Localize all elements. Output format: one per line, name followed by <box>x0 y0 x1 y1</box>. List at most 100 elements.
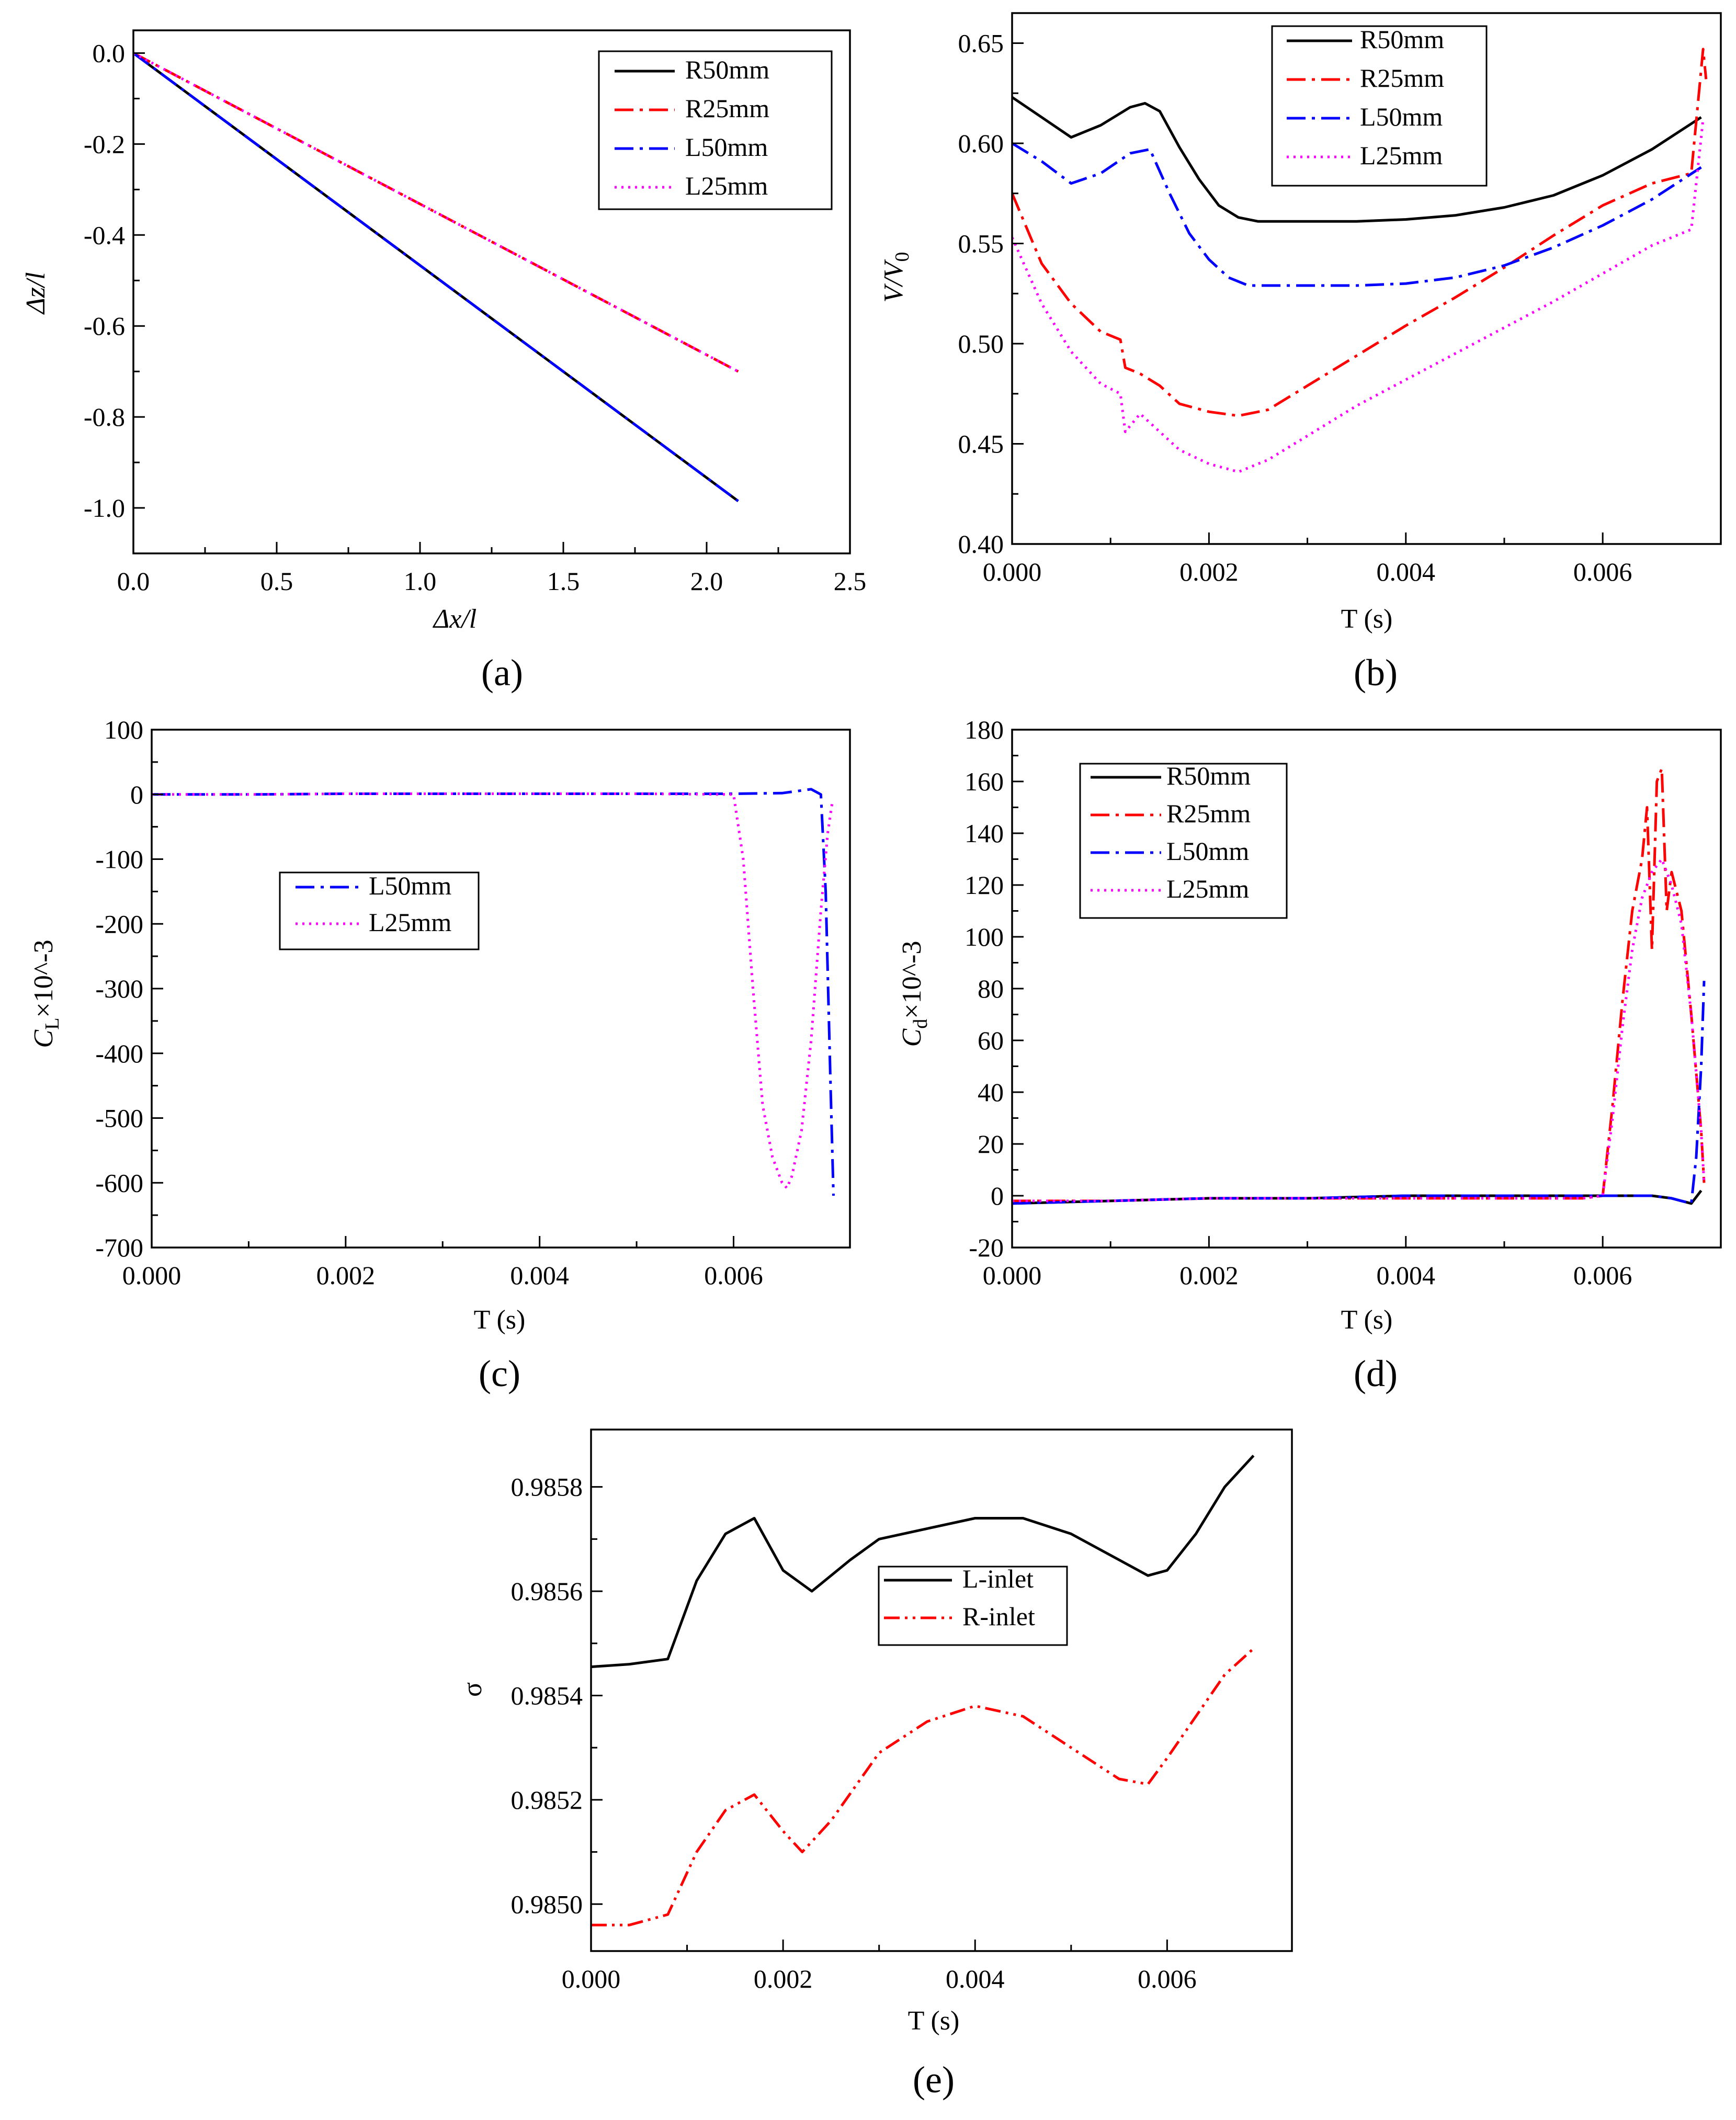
y-tick-label: 160 <box>965 767 1004 796</box>
legend: R50mm R25mm L50mm L25mm <box>1272 25 1487 186</box>
panel-label: (a) <box>481 652 523 694</box>
x-tick-label: 0.004 <box>946 1964 1005 1993</box>
y-tick-label: -500 <box>95 1104 143 1133</box>
x-tick-label: 2.5 <box>834 566 867 596</box>
y-tick-label: 0.9858 <box>511 1472 583 1502</box>
x-tick-label: 0.006 <box>1138 1964 1197 1993</box>
x-tick-label: 0.004 <box>1377 1261 1436 1290</box>
chart-panel-c: 0.000 0.002 0.004 0.006 100 0 -100 -200 -300 -400… <box>29 715 850 1395</box>
y-tick-label: 20 <box>978 1129 1004 1159</box>
legend-label-l50mm: L50mm <box>369 871 451 900</box>
panel-label: (c) <box>479 1353 520 1395</box>
y-tick-label: 0 <box>130 780 143 809</box>
x-tick-label: 0.004 <box>1377 557 1436 586</box>
x-tick-label: 0.002 <box>1179 557 1239 586</box>
y-tick-label: 0.9850 <box>511 1889 583 1919</box>
y-axis-label: CL×10^-3 <box>29 940 63 1048</box>
y-axis-label: V/V0 <box>879 252 913 303</box>
y-tick-label: 60 <box>978 1026 1004 1055</box>
series-line-r-inlet <box>591 1649 1254 1925</box>
x-axis-label: T (s) <box>1341 1305 1393 1335</box>
legend-label-l-inlet: L-inlet <box>962 1564 1034 1593</box>
x-tick-label: 0.000 <box>122 1261 181 1290</box>
legend-label-l50mm: L50mm <box>685 132 768 162</box>
y-tick-label: 0.45 <box>958 429 1004 458</box>
x-axis-label: T (s) <box>474 1305 526 1335</box>
x-tick-label: 0.002 <box>754 1964 813 1993</box>
y-axis-label: Δz/l <box>21 272 51 315</box>
y-tick-label: -0.4 <box>84 220 125 250</box>
x-axis-label: T (s) <box>908 2006 960 2036</box>
x-tick-label: 1.5 <box>547 566 580 596</box>
x-tick-label: 0.006 <box>1573 1261 1632 1290</box>
series-line-l50mm <box>152 789 834 1196</box>
y-tick-label: -100 <box>95 845 143 874</box>
y-tick-label: -700 <box>95 1233 143 1262</box>
x-tick-label: 2.0 <box>690 566 723 596</box>
chart-panel-b: 0.000 0.002 0.004 0.006 0.40 0.45 0.50 0.55 0.60… <box>879 13 1721 694</box>
chart-panel-e: 0.000 0.002 0.004 0.006 0.9850 0.9852 0.9854 0.… <box>458 1430 1292 2101</box>
x-tick-label: 0.004 <box>510 1261 569 1290</box>
legend: L-inlet R-inlet <box>879 1564 1067 1645</box>
series-line-l25mm <box>152 794 833 1188</box>
panel-label: (b) <box>1354 652 1398 694</box>
x-tick-label: 0.006 <box>1573 557 1632 586</box>
x-tick-label: 0.000 <box>983 1261 1042 1290</box>
panel-label: (e) <box>913 2059 955 2101</box>
y-tick-label: 40 <box>978 1078 1004 1107</box>
y-tick-label: 180 <box>965 715 1004 744</box>
y-tick-label: -20 <box>969 1233 1004 1262</box>
legend-label-r25mm: R25mm <box>1360 63 1444 93</box>
y-axis-label: σ <box>458 1682 487 1697</box>
x-tick-label: 1.0 <box>404 566 437 596</box>
legend-label-l50mm: L50mm <box>1166 836 1249 866</box>
x-axis-label: T (s) <box>1341 604 1393 634</box>
y-tick-label: 0.55 <box>958 229 1004 258</box>
y-tick-label: 0.9852 <box>511 1785 583 1815</box>
y-tick-label: -1.0 <box>84 493 125 523</box>
y-tick-label: -0.8 <box>84 402 125 432</box>
y-tick-label: 120 <box>965 870 1004 900</box>
y-tick-label: 0 <box>991 1181 1004 1210</box>
y-tick-label: 0.0 <box>93 38 126 67</box>
legend-label-l25mm: L25mm <box>369 908 451 937</box>
x-tick-label: 0.0 <box>117 566 150 596</box>
legend-label-r50mm: R50mm <box>1360 25 1444 54</box>
chart-panel-d: 0.000 0.002 0.004 0.006 -20 0 20 40 60 80 100 120 14… <box>897 715 1721 1395</box>
y-tick-label: 0.9854 <box>511 1681 583 1710</box>
y-tick-label: 140 <box>965 819 1004 848</box>
y-tick-label: 100 <box>965 922 1004 951</box>
legend-label-r50mm: R50mm <box>1166 761 1251 790</box>
y-tick-label: 0.65 <box>958 28 1004 58</box>
plot-frame <box>591 1430 1292 1951</box>
x-tick-label: 0.5 <box>260 566 293 596</box>
legend-label-r-inlet: R-inlet <box>962 1602 1035 1631</box>
legend: L50mm L25mm <box>280 871 479 949</box>
y-tick-label: -600 <box>95 1168 143 1197</box>
x-tick-label: 0.002 <box>1179 1261 1239 1290</box>
y-tick-label: 0.40 <box>958 529 1004 559</box>
y-tick-label: 100 <box>104 715 143 744</box>
legend-label-l25mm: L25mm <box>685 171 768 200</box>
y-tick-label: -0.2 <box>84 129 125 158</box>
x-tick-label: 0.006 <box>704 1261 763 1290</box>
series-line-l50mm <box>1012 981 1704 1204</box>
legend-label-l50mm: L50mm <box>1360 102 1443 131</box>
y-tick-label: 80 <box>978 974 1004 1003</box>
x-axis-label: Δx/l <box>433 604 477 634</box>
y-tick-label: 0.9856 <box>511 1577 583 1606</box>
y-tick-label: 0.50 <box>958 329 1004 358</box>
legend: R50mm R25mm L50mm L25mm <box>599 51 832 209</box>
legend-label-r25mm: R25mm <box>1166 799 1251 828</box>
y-tick-label: 0.60 <box>958 129 1004 158</box>
panel-label: (d) <box>1354 1353 1398 1395</box>
legend-label-r50mm: R50mm <box>685 55 769 84</box>
y-tick-label: -400 <box>95 1039 143 1068</box>
x-tick-label: 0.000 <box>983 557 1042 586</box>
chart-panel-a: 0.0 0.5 1.0 1.5 2.0 2.5 0.0 -0.2 -0.4 -0.6 -0.8 -1.… <box>21 30 866 694</box>
y-tick-label: -200 <box>95 909 143 938</box>
figure: 0.0 0.5 1.0 1.5 2.0 2.5 0.0 -0.2 -0.4 -0.6 -0.8 -1.… <box>0 0 1736 2120</box>
x-tick-label: 0.000 <box>562 1964 621 1993</box>
legend-label-l25mm: L25mm <box>1166 874 1249 903</box>
y-tick-label: -0.6 <box>84 311 125 341</box>
